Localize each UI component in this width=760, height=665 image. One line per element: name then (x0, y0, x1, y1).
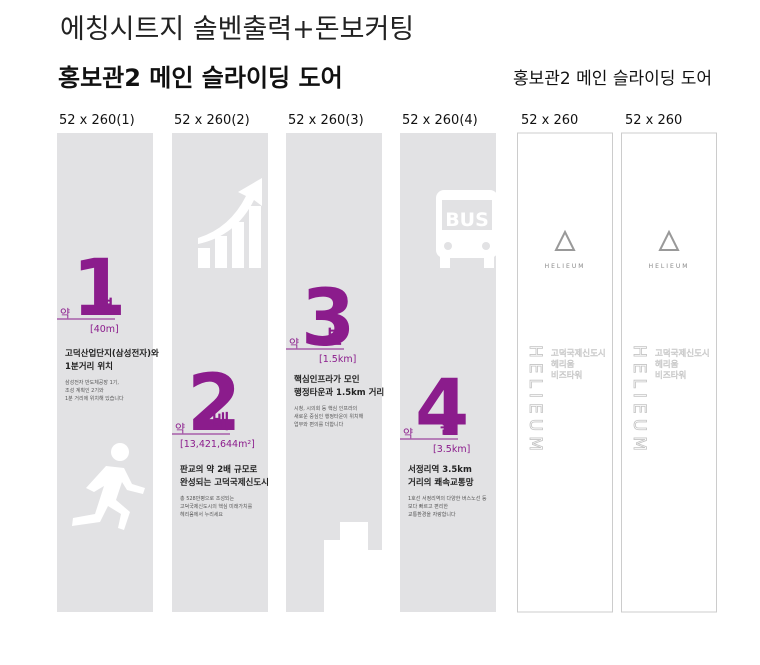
right-heading: 홍보관2 메인 슬라이딩 도어 (513, 69, 712, 89)
panel (57, 133, 153, 612)
logo-text: HELIEUM (649, 263, 690, 270)
panel-label: 52 x 260(1) (59, 113, 135, 128)
headline: 1분거리 위치 (65, 361, 113, 372)
outline-text: 고덕국제신도시 (655, 348, 710, 359)
headline: 판교의 약 2배 규모로 (180, 464, 258, 475)
body-text: 고덕국제신도시의 핵심 미래가치를 (180, 503, 253, 510)
bus-icon (436, 190, 498, 268)
body-text: 새로운 중심인 행정타운이 위치해 (294, 413, 364, 420)
headline: 행정타운과 1.5km 거리 (294, 387, 384, 398)
headline: 핵심인프라가 모인 (294, 374, 360, 385)
measure: [1.5km] (319, 354, 356, 365)
body-text: 1분 거리에 위치해 있습니다 (65, 395, 124, 402)
body-text: 보다 빠르고 편리한 (408, 503, 448, 510)
panel-label: 52 x 260 (521, 113, 578, 128)
runner-icon (72, 443, 145, 530)
unit: 분 (326, 326, 343, 348)
body-text: 조성 계획인 2기와 (65, 387, 104, 394)
outline-text: 비즈타워 (551, 371, 582, 381)
vertical-logo: HELIEUM (629, 345, 649, 456)
body-text: 교통환경을 자랑합니다 (408, 511, 456, 518)
logo-mark (554, 229, 576, 251)
body-text: 헤리움에서 누리세요 (180, 511, 223, 518)
big-number: 4 (415, 364, 469, 454)
body-text: 시청, 시의회 등 핵심 인프라의 (294, 405, 357, 412)
prefix: 약 (175, 421, 185, 435)
panel-label: 52 x 260 (625, 113, 682, 128)
outline-text: 비즈타워 (655, 371, 686, 381)
measure: [3.5km] (433, 444, 470, 455)
logo-text: HELIEUM (545, 263, 586, 270)
measure: [13,421,644m²] (180, 439, 255, 450)
headline: 거리의 쾌속교통망 (408, 477, 474, 488)
growth-icon (198, 178, 262, 268)
bus-text: BUS (445, 209, 489, 231)
headline: 고덕산업단지(삼성전자)와 (65, 348, 159, 359)
outline-text: 헤리움 (655, 360, 679, 370)
panel-label: 52 x 260(4) (402, 113, 478, 128)
panel-label: 52 x 260(3) (288, 113, 364, 128)
panel (621, 132, 717, 613)
measure: [40m] (90, 324, 119, 335)
outline-text: 고덕국제신도시 (551, 348, 606, 359)
headline: 서정리역 3.5km (408, 464, 472, 475)
headline: 완성되는 고덕국제신도시 (180, 477, 269, 488)
big-number: 3 (301, 274, 355, 364)
unit: 분 (440, 416, 457, 438)
panel-label: 52 x 260(2) (174, 113, 250, 128)
big-number: 2 (187, 359, 241, 449)
vertical-logo: HELIEUM (525, 345, 545, 456)
body-text: 삼성전자 반도체공장 1기, (65, 379, 119, 386)
prefix: 약 (60, 306, 70, 320)
unit: 배 (212, 411, 229, 433)
big-number: 1 (72, 244, 126, 334)
body-text: 총 528만평으로 조성되는 (180, 495, 235, 502)
body-text: 1호선 서정리역의 다양한 버스노선 등 (408, 495, 487, 502)
building-icon (324, 522, 382, 612)
prefix: 약 (403, 426, 413, 440)
left-heading: 홍보관2 메인 슬라이딩 도어 (58, 64, 343, 92)
logo-mark (658, 229, 680, 251)
panel (517, 132, 613, 613)
body-text: 업무와 편의를 더합니다 (294, 421, 344, 428)
title: 에칭시트지 솔벤출력+돈보커팅 (60, 14, 414, 45)
outline-text: 헤리움 (551, 360, 575, 370)
prefix: 약 (289, 336, 299, 350)
unit: 분 (97, 296, 114, 318)
